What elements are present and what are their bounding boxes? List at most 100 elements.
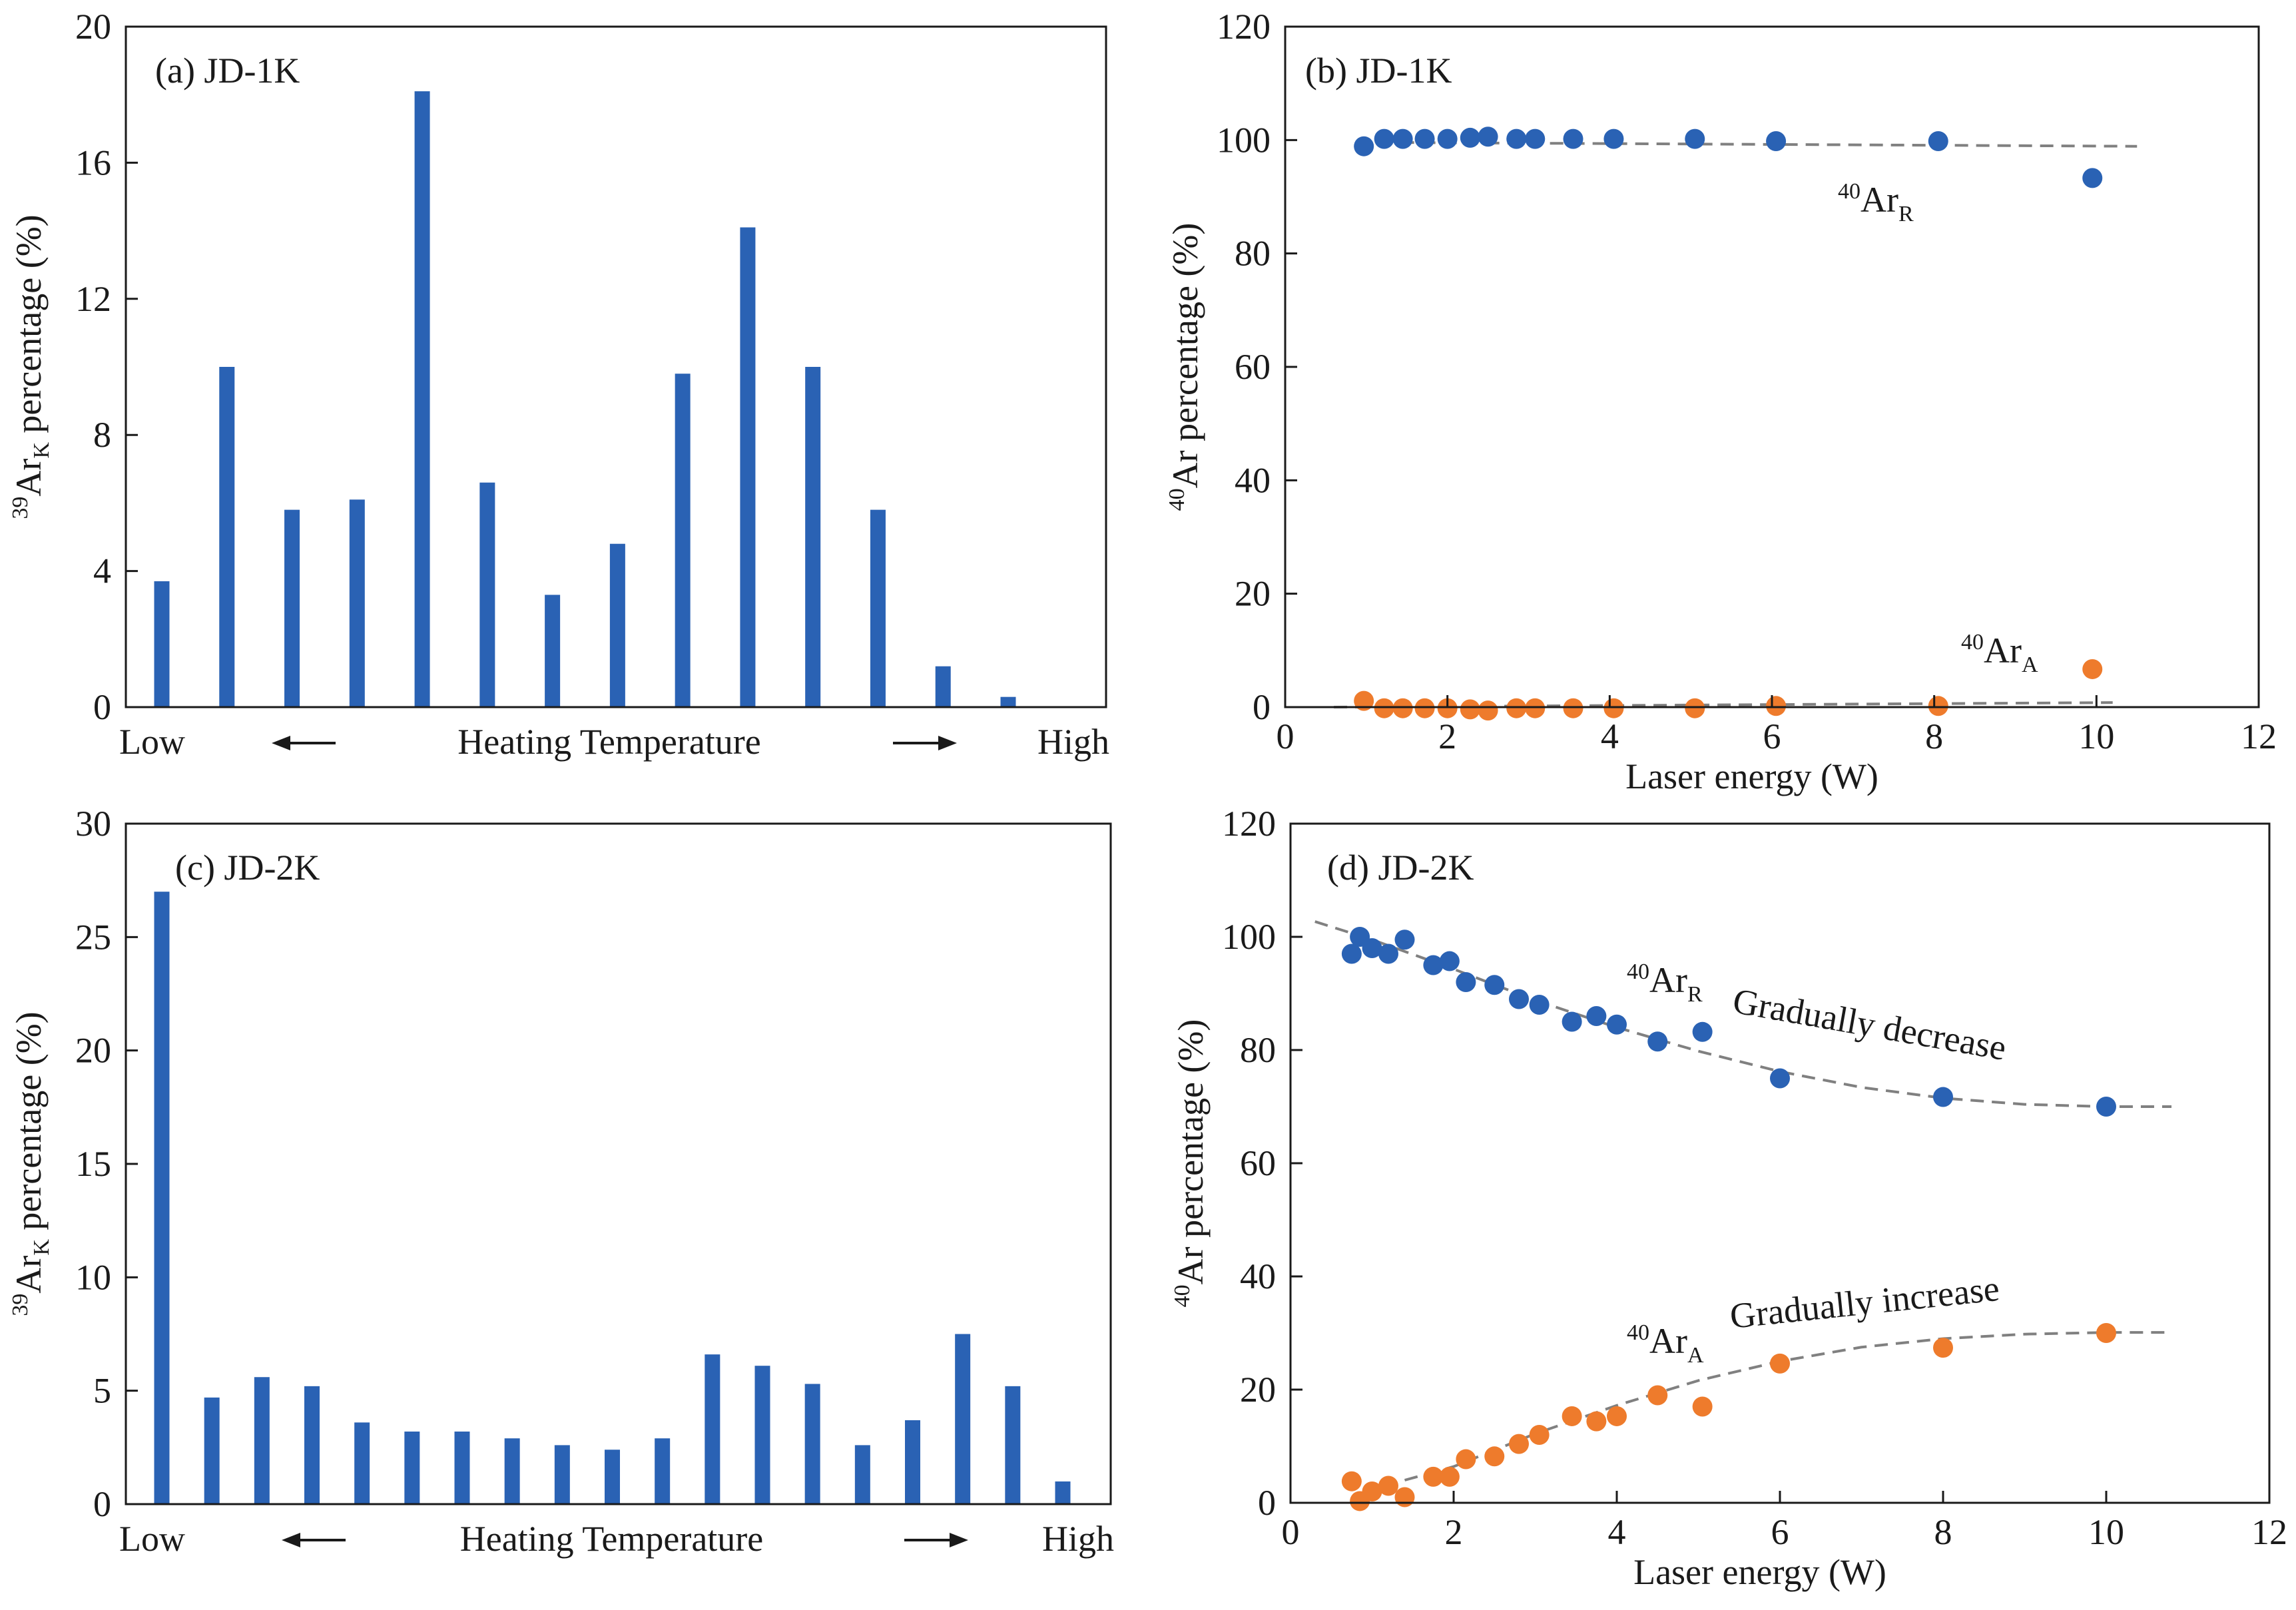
panel-d-point-40ArA <box>1423 1466 1444 1487</box>
panel-a-y-axis-label: 39ArK percentage (%) <box>8 214 54 519</box>
panel-d-x-axis-label: Laser energy (W) <box>1633 1552 1886 1592</box>
panel-d-point-40ArA <box>1607 1406 1627 1426</box>
panel-c-arrow-left-icon <box>282 1533 300 1547</box>
panel-b-x-axis-label: Laser energy (W) <box>1625 756 1878 796</box>
panel-a-xaxis-center: Heating Temperature <box>457 722 761 762</box>
panel-b-point-40ArA <box>1685 698 1705 718</box>
panel-d-point-40ArA <box>1770 1353 1790 1374</box>
panel-a-bar <box>805 367 821 707</box>
panel-c-xaxis-low: Low <box>119 1519 185 1559</box>
panel-d-point-40ArR <box>1423 955 1444 975</box>
panel-c-bar <box>605 1450 620 1504</box>
panel-b-point-40ArR <box>1506 129 1527 149</box>
panel-b-point-40ArA <box>2082 659 2103 679</box>
panel-a-ytick-label: 20 <box>75 7 111 47</box>
panel-b-label-40ArA: 40ArA <box>1961 630 2038 677</box>
panel-c-bar <box>354 1422 370 1504</box>
panel-a-bar <box>675 374 691 707</box>
panel-b-point-40ArA <box>1766 696 1787 716</box>
panel-d-point-40ArA <box>1692 1396 1713 1417</box>
panel-c-bar <box>404 1431 420 1504</box>
panel-a: 0 4 8 12 16 20 (a) JD-1K 39ArK percentage (%) Lo… <box>8 7 1109 762</box>
panel-b-point-40ArA <box>1437 698 1458 718</box>
panel-b-ytick-label: 20 <box>1235 574 1271 614</box>
panel-d-point-40ArR <box>1529 995 1550 1015</box>
panel-b-point-40ArR <box>1374 129 1394 149</box>
panel-c-ytick-label: 0 <box>93 1484 111 1524</box>
panel-b-point-40ArA <box>1354 690 1374 711</box>
panel-b-point-40ArR <box>1603 129 1624 149</box>
panel-c-bar <box>504 1438 520 1504</box>
panel-c-ytick-label: 20 <box>75 1031 111 1071</box>
panel-c-bar <box>554 1445 570 1504</box>
panel-c-bar <box>154 892 170 1504</box>
panel-d-xtick-label: 2 <box>1445 1512 1463 1552</box>
panel-b-point-40ArA <box>1460 699 1480 720</box>
panel-a-ytick-label: 8 <box>93 415 111 455</box>
panel-d-point-40ArR <box>1586 1006 1607 1026</box>
panel-b-point-40ArR <box>1685 129 1705 149</box>
panel-b-xtick-label: 8 <box>1925 716 1943 756</box>
panel-c-bar <box>804 1384 820 1504</box>
panel-c-bar <box>1055 1481 1071 1504</box>
panel-d-point-40ArR <box>1484 975 1505 995</box>
panel-d-point-40ArR <box>1456 972 1476 992</box>
panel-d-point-40ArA <box>1456 1449 1476 1470</box>
panel-a-bar <box>219 367 235 707</box>
panel-c-bar <box>754 1366 770 1504</box>
panel-a-arrow-left-icon <box>272 736 290 750</box>
panel-c-bar <box>454 1431 470 1504</box>
panel-c-ytick-label: 30 <box>75 804 111 844</box>
panel-a-arrow-right-icon <box>938 736 957 750</box>
panel-d-point-40ArR <box>2096 1097 2116 1117</box>
panel-c-y-axis-label: 39ArK percentage (%) <box>8 1011 54 1316</box>
panel-d-xtick-label: 8 <box>1934 1512 1952 1552</box>
panel-a-ytick-label: 16 <box>75 142 111 182</box>
panel-c-arrow-right-icon <box>950 1533 968 1547</box>
panel-a-bar <box>870 509 886 707</box>
panel-d-point-40ArA <box>1378 1476 1398 1496</box>
panel-d-point-40ArR <box>1362 938 1382 958</box>
panel-b-ytick-label: 100 <box>1217 120 1271 160</box>
panel-c-ytick-label: 10 <box>75 1257 111 1297</box>
panel-c-ytick-label: 25 <box>75 917 111 957</box>
panel-b-point-40ArR <box>2082 168 2103 188</box>
panel-d-ytick-label: 60 <box>1240 1143 1276 1183</box>
panel-c-bar <box>655 1438 671 1504</box>
panel-a-xaxis-high: High <box>1037 722 1109 762</box>
panel-a-frame <box>125 25 1107 708</box>
panel-b-point-40ArA <box>1563 698 1583 718</box>
panel-d-xtick-label: 6 <box>1771 1512 1789 1552</box>
panel-d-point-40ArR <box>1394 930 1415 950</box>
panel-b-xtick-label: 10 <box>2078 716 2114 756</box>
panel-d-xtick-label: 12 <box>2251 1512 2287 1552</box>
panel-b-point-40ArR <box>1563 129 1583 149</box>
panel-c-bar <box>854 1445 870 1504</box>
panel-b-xtick-label: 0 <box>1277 716 1294 756</box>
panel-a-bar <box>349 499 365 707</box>
panel-a-ytick-label: 4 <box>93 551 111 591</box>
panel-d-ytick-label: 20 <box>1240 1370 1276 1410</box>
panel-b-ytick-label: 40 <box>1235 460 1271 500</box>
panel-c-bar <box>304 1386 320 1504</box>
panel-b-y-axis-label: 40Ar percentage (%) <box>1165 223 1205 511</box>
panel-b-xtick-label: 6 <box>1763 716 1781 756</box>
panel-d-point-40ArR <box>1509 989 1529 1009</box>
panel-a-bar <box>545 595 561 707</box>
panel-d-label-40ArR: 40ArR <box>1627 959 1703 1007</box>
panel-a-bar <box>1000 696 1016 707</box>
panel-b-point-40ArR <box>1354 136 1374 156</box>
panel-a-bar <box>935 666 951 707</box>
panel-b-xtick-label: 4 <box>1601 716 1619 756</box>
panel-d-y-axis-label: 40Ar percentage (%) <box>1170 1019 1211 1308</box>
panel-b-point-40ArR <box>1414 129 1435 149</box>
panel-c-bar <box>254 1377 270 1504</box>
panel-c-bar <box>905 1420 920 1504</box>
panel-d-point-40ArR <box>1933 1087 1953 1107</box>
panel-d-point-40ArR <box>1341 943 1362 964</box>
panel-d-point-40ArA <box>1341 1471 1362 1491</box>
panel-d-point-40ArA <box>1647 1385 1668 1406</box>
panel-d-point-40ArA <box>1562 1406 1582 1426</box>
panel-b-point-40ArR <box>1392 129 1413 149</box>
